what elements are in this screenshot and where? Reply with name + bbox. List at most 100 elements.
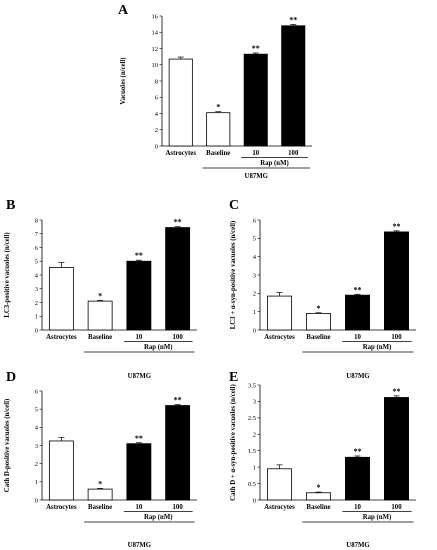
treatment-label-b: Rap (nM)	[144, 344, 173, 351]
y-tick-label-a: 4	[155, 111, 159, 118]
significance-mark-b-1: *	[98, 291, 102, 300]
category-label-e-0: Astrocytes	[264, 504, 295, 511]
panel-letter-b: B	[6, 198, 15, 213]
panel-letter-a: A	[118, 3, 129, 18]
y-tick-label-b: 2	[35, 300, 38, 307]
significance-mark-c-2: **	[354, 285, 362, 294]
y-tick-label-e: 3	[253, 399, 256, 406]
y-tick-label-e: 2.5	[248, 415, 256, 422]
treatment-label-e: Rap (nM)	[363, 514, 392, 521]
bar-e-1	[306, 492, 331, 501]
panel-letter-d: D	[6, 370, 16, 385]
group-label-d: U87MG	[128, 542, 152, 549]
y-tick-label-a: 8	[155, 78, 158, 85]
y-tick-label-a: 6	[155, 95, 159, 102]
bar-d-1	[87, 488, 113, 501]
significance-mark-d-3: **	[174, 396, 182, 405]
significance-mark-d-2: **	[135, 434, 143, 443]
y-tick-label-e: 0.5	[248, 481, 256, 488]
category-label-a-1: Baseline	[206, 150, 230, 157]
significance-mark-e-2: **	[354, 447, 362, 456]
y-tick-label-d: 5	[35, 406, 38, 413]
y-tick-label-b: 5	[35, 259, 38, 266]
bar-a-3	[281, 25, 306, 147]
category-label-c-3: 100	[391, 334, 402, 341]
category-label-a-3: 100	[288, 150, 299, 157]
y-tick-label-a: 12	[152, 46, 159, 53]
treatment-label-a: Rap (nM)	[260, 160, 289, 167]
bar-b-2	[126, 260, 152, 331]
y-tick-label-e: 1	[253, 464, 256, 471]
group-label-a: U87MG	[245, 173, 269, 180]
y-tick-label-a: 0	[155, 143, 158, 150]
bar-c-0	[267, 295, 292, 331]
y-tick-label-b: 6	[35, 245, 39, 252]
category-label-c-1: Baseline	[306, 334, 330, 341]
significance-mark-a-3: **	[289, 16, 297, 25]
y-tick-label-b: 1	[35, 314, 38, 321]
y-tick-label-d: 1	[35, 479, 38, 486]
y-tick-label-c: 4	[253, 254, 257, 261]
y-tick-label-a: 10	[152, 62, 159, 69]
category-label-b-1: Baseline	[88, 334, 112, 341]
y-axis-label-d: Cath D-positive vacuoles (n/cell)	[4, 399, 11, 492]
y-tick-label-b: 3	[35, 286, 38, 293]
y-tick-label-c: 1	[253, 309, 256, 316]
significance-mark-d-1: *	[98, 479, 102, 488]
panel-letter-c: C	[229, 198, 239, 213]
significance-mark-a-1: *	[216, 103, 220, 112]
bar-c-3	[384, 231, 409, 331]
y-tick-label-b: 0	[35, 327, 38, 334]
bar-b-1	[87, 300, 113, 331]
y-axis-label-c: LC3 + α-syn-positive vacuoles (n/cell)	[230, 221, 237, 329]
treatment-label-c: Rap (nM)	[363, 344, 392, 351]
group-label-e: U87MG	[346, 542, 370, 549]
bar-b-0	[48, 267, 74, 331]
treatment-label-d: Rap (nM)	[144, 514, 173, 521]
significance-mark-c-1: *	[317, 304, 321, 313]
category-label-e-2: 10	[354, 504, 361, 511]
group-label-c: U87MG	[346, 373, 370, 380]
bar-d-0	[48, 440, 74, 501]
category-label-a-2: 10	[252, 150, 259, 157]
y-tick-label-c: 6	[253, 217, 257, 224]
category-label-e-3: 100	[391, 504, 402, 511]
category-label-d-0: Astrocytes	[46, 504, 77, 511]
bar-a-0	[168, 58, 193, 147]
category-label-a-0: Astrocytes	[166, 150, 197, 157]
significance-mark-b-3: **	[174, 218, 182, 227]
y-tick-label-d: 4	[35, 425, 39, 432]
y-tick-label-d: 6	[35, 388, 39, 395]
category-label-d-3: 100	[173, 504, 184, 511]
y-tick-label-e: 3.5	[248, 382, 256, 389]
y-tick-label-e: 0	[253, 497, 256, 504]
y-tick-label-a: 16	[152, 13, 159, 20]
significance-mark-b-2: **	[135, 251, 143, 260]
y-tick-label-a: 14	[152, 30, 159, 37]
y-tick-label-c: 3	[253, 272, 256, 279]
bar-a-1	[206, 112, 231, 147]
significance-mark-a-2: **	[252, 44, 260, 53]
y-tick-label-d: 0	[35, 497, 38, 504]
bar-b-3	[165, 227, 191, 331]
y-tick-label-e: 1.5	[248, 448, 256, 455]
category-label-b-2: 10	[135, 334, 142, 341]
y-tick-label-e: 2	[253, 432, 256, 439]
category-label-b-3: 100	[173, 334, 184, 341]
y-tick-label-d: 3	[35, 443, 38, 450]
bar-e-3	[384, 397, 409, 501]
category-label-c-0: Astrocytes	[264, 334, 295, 341]
bar-d-2	[126, 443, 152, 501]
significance-mark-c-3: **	[393, 222, 401, 231]
category-label-b-0: Astrocytes	[46, 334, 77, 341]
y-tick-label-c: 2	[253, 291, 256, 298]
y-tick-label-a: 2	[155, 127, 158, 134]
significance-mark-e-3: **	[393, 387, 401, 396]
y-axis-label-a: Vacuoles (n/cell)	[120, 57, 127, 104]
bar-e-0	[267, 468, 292, 501]
category-label-d-2: 10	[135, 504, 142, 511]
category-label-e-1: Baseline	[306, 504, 330, 511]
category-label-d-1: Baseline	[88, 504, 112, 511]
panel-letter-e: E	[229, 370, 238, 385]
